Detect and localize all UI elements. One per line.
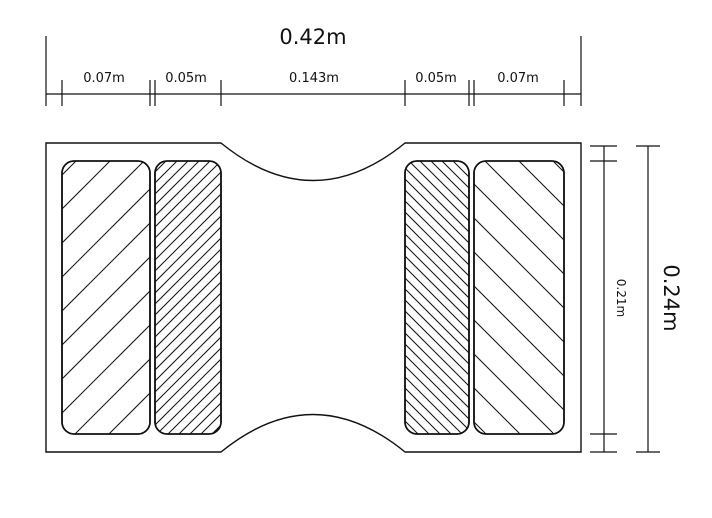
slot-2-hatching bbox=[155, 161, 221, 434]
hatch-line bbox=[155, 161, 221, 434]
hatch-line bbox=[62, 161, 150, 434]
hatch-line bbox=[155, 161, 221, 434]
hatch-line bbox=[474, 161, 555, 434]
hatch-line bbox=[156, 161, 221, 434]
slot-3-border bbox=[404, 160, 470, 435]
hatch-line bbox=[155, 161, 221, 434]
slot-2-border bbox=[154, 160, 222, 435]
hatch-line bbox=[405, 161, 469, 434]
hatch-line bbox=[155, 161, 221, 434]
hatch-line bbox=[419, 161, 469, 434]
right-dimension-chain: 0.21m 0.24m bbox=[590, 145, 683, 453]
hatch-line bbox=[155, 161, 221, 434]
hatch-line bbox=[62, 161, 150, 434]
slot-1-border bbox=[61, 160, 151, 435]
slot-1-hatching bbox=[0, 161, 150, 434]
hatch-line bbox=[155, 161, 221, 434]
hatch-line bbox=[155, 161, 221, 434]
hatch-line bbox=[405, 161, 469, 434]
hatch-line bbox=[474, 161, 564, 434]
hatch-line bbox=[405, 161, 469, 434]
hatch-line bbox=[405, 161, 469, 434]
hatch-line bbox=[0, 161, 8, 434]
segment-label-2: 0.05m bbox=[165, 71, 207, 86]
hatch-line bbox=[62, 161, 150, 434]
hatch-line bbox=[62, 161, 111, 434]
hatch-line bbox=[405, 161, 469, 434]
segment-label-3: 0.143m bbox=[289, 71, 339, 86]
hatch-line bbox=[112, 161, 385, 434]
hatch-line bbox=[155, 161, 221, 434]
slot-2 bbox=[154, 160, 222, 435]
hatch-line bbox=[155, 161, 221, 434]
hatch-line bbox=[405, 161, 463, 434]
hatch-line bbox=[474, 161, 564, 434]
inner-height-label: 0.21m bbox=[614, 279, 628, 317]
hatch-line bbox=[155, 161, 221, 434]
hatch-line bbox=[155, 161, 221, 434]
hatch-line bbox=[405, 161, 469, 434]
hatch-line bbox=[155, 161, 221, 434]
slot-3-outline bbox=[404, 160, 470, 435]
hatch-line bbox=[62, 161, 150, 434]
hatch-line bbox=[405, 161, 469, 434]
hatch-line bbox=[0, 161, 42, 434]
hatch-line bbox=[474, 161, 564, 434]
hatch-line bbox=[408, 161, 469, 434]
section-outline bbox=[45, 142, 582, 453]
total-width-label: 0.42m bbox=[279, 25, 346, 49]
hatch-line bbox=[62, 161, 150, 434]
hatch-line bbox=[155, 161, 221, 434]
total-height-label: 0.24m bbox=[659, 264, 683, 331]
top-dimension-chain: 0.42m 0.07m 0.05m 0.143m 0.05m 0.07m bbox=[45, 25, 582, 106]
hatch-line bbox=[405, 161, 469, 434]
hatch-line bbox=[155, 161, 211, 434]
slot-4-border bbox=[473, 160, 565, 435]
hatch-line bbox=[405, 161, 469, 434]
segment-label-1: 0.07m bbox=[83, 71, 125, 86]
segment-label-5: 0.07m bbox=[497, 71, 539, 86]
hatch-line bbox=[405, 161, 469, 434]
hatch-line bbox=[111, 161, 384, 434]
hatch-line bbox=[474, 161, 564, 434]
segment-label-4: 0.05m bbox=[415, 71, 457, 86]
hatch-line bbox=[155, 161, 221, 434]
hatch-line bbox=[474, 161, 564, 434]
hatch-line bbox=[552, 161, 564, 434]
hatch-line bbox=[405, 161, 469, 434]
hatch-line bbox=[62, 161, 145, 434]
hatch-line bbox=[155, 161, 221, 434]
hatch-line bbox=[74, 161, 150, 434]
hatch-line bbox=[405, 161, 469, 434]
hatch-line bbox=[167, 161, 221, 434]
hatch-line bbox=[405, 161, 469, 434]
hatch-line bbox=[484, 161, 564, 434]
